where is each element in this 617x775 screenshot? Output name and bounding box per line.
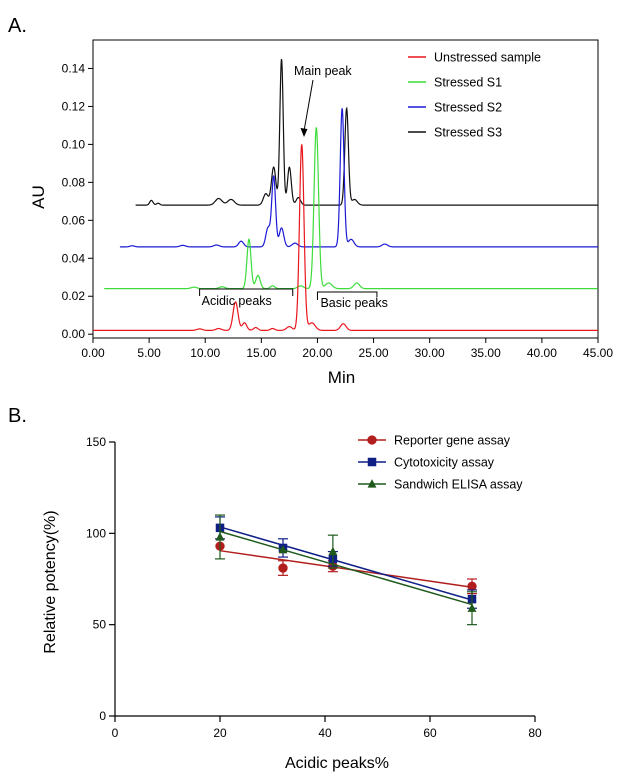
y-tick-label: 0 (99, 709, 106, 723)
panel-a-label: A. (8, 15, 27, 37)
x-axis-title: Min (328, 368, 355, 387)
main-peak-label: Main peak (294, 64, 352, 78)
data-point (216, 532, 225, 540)
main-peak-arrow (304, 80, 313, 131)
legend-label: Stressed S3 (434, 126, 502, 140)
y-tick-label: 0.00 (62, 327, 86, 341)
x-tick-label: 45.00 (583, 346, 613, 360)
x-axis-title: Acidic peaks% (285, 755, 389, 772)
x-tick-label: 20.00 (302, 346, 332, 360)
legend-label: Reporter gene assay (394, 434, 511, 448)
x-tick-label: 25.00 (359, 346, 389, 360)
basic-peaks-label: Basic peaks (320, 296, 387, 310)
data-point (328, 547, 337, 555)
data-point (367, 435, 376, 444)
y-tick-label: 0.06 (62, 213, 86, 227)
y-tick-label: 150 (86, 435, 106, 449)
data-point (468, 603, 477, 611)
y-axis-title: Relative potency(%) (42, 510, 59, 653)
fit-line (220, 532, 472, 605)
legend-label: Cytotoxicity assay (394, 456, 495, 470)
y-tick-label: 0.02 (62, 289, 86, 303)
y-tick-label: 50 (93, 618, 107, 632)
x-tick-label: 30.00 (415, 346, 445, 360)
fit-line (220, 551, 472, 588)
acidic-peaks-label: Acidic peaks (202, 294, 272, 308)
y-tick-label: 0.10 (62, 137, 86, 151)
y-tick-label: 0.08 (62, 175, 86, 189)
x-tick-label: 0.00 (81, 346, 105, 360)
y-axis-title: AU (29, 185, 48, 209)
y-tick-label: 0.14 (62, 61, 86, 75)
x-tick-label: 35.00 (471, 346, 501, 360)
trace-stressed-s1 (104, 127, 598, 288)
x-tick-label: 80 (528, 726, 542, 740)
plot-frame (93, 40, 598, 338)
chromatogram-chart: 0.00 5.00 10.00 15.00 20.00 25.00 30.00 35.00 40… (29, 40, 613, 387)
x-tick-label: 15.00 (246, 346, 276, 360)
trace-stressed-s3 (136, 59, 598, 205)
series-sandwich-elisa-assay (215, 515, 477, 625)
legend-label: Stressed S1 (434, 76, 502, 90)
y-tick-label: 100 (86, 526, 106, 540)
fit-line (220, 527, 472, 600)
legend-label: Unstressed sample (434, 51, 541, 65)
legend-label: Sandwich ELISA assay (394, 478, 523, 492)
x-tick-label: 10.00 (190, 346, 220, 360)
potency-scatter-chart: 0 20 40 60 80 0 50 100 150 Acidic peaks% Relative … (42, 434, 542, 773)
x-tick-label: 0 (112, 726, 119, 740)
x-tick-label: 40 (318, 726, 332, 740)
data-point (278, 563, 287, 572)
main-peak-arrowhead (301, 128, 308, 137)
legend-label: Stressed S2 (434, 101, 502, 115)
x-tick-label: 5.00 (137, 346, 161, 360)
data-point (368, 458, 377, 467)
y-tick-label: 0.04 (62, 251, 86, 265)
trace-stressed-s2 (120, 108, 598, 247)
x-tick-label: 40.00 (527, 346, 557, 360)
x-tick-label: 60 (423, 726, 437, 740)
panel-b-label: B. (8, 405, 27, 427)
y-tick-label: 0.12 (62, 99, 86, 113)
x-tick-label: 20 (213, 726, 227, 740)
